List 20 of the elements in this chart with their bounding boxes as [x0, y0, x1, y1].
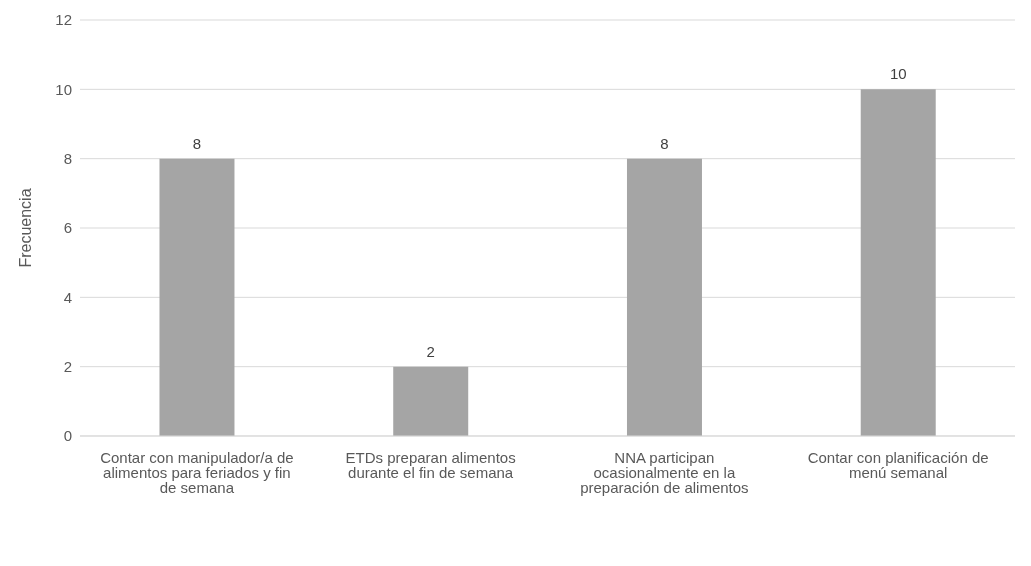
bar [626, 158, 702, 436]
y-tick-label: 2 [63, 357, 72, 375]
data-label: 8 [192, 134, 202, 152]
bar [159, 158, 235, 436]
x-tick-label: NNA participan ocasionalmente en la preparación de alimentos [580, 448, 749, 496]
bar [393, 366, 469, 436]
x-tick-label: Contar con manipulador/a de alimentos para feriados y fin de semana [100, 448, 294, 496]
y-tick-label: 12 [55, 11, 72, 29]
x-tick-label: Contar con planificación de menú semanal [807, 448, 989, 481]
x-tick-label: ETDs preparan alimentos durante el fin de semana [345, 448, 516, 481]
y-tick-label: 6 [63, 219, 72, 237]
y-axis-title: Frecuencia [16, 188, 34, 268]
y-tick-label: 10 [55, 80, 72, 98]
y-tick-label: 8 [63, 149, 72, 167]
data-label: 2 [426, 342, 435, 360]
bar [860, 89, 936, 436]
data-label: 8 [660, 134, 669, 152]
data-label: 10 [889, 65, 907, 83]
y-tick-label: 4 [63, 288, 72, 306]
y-tick-label: 0 [63, 427, 72, 445]
